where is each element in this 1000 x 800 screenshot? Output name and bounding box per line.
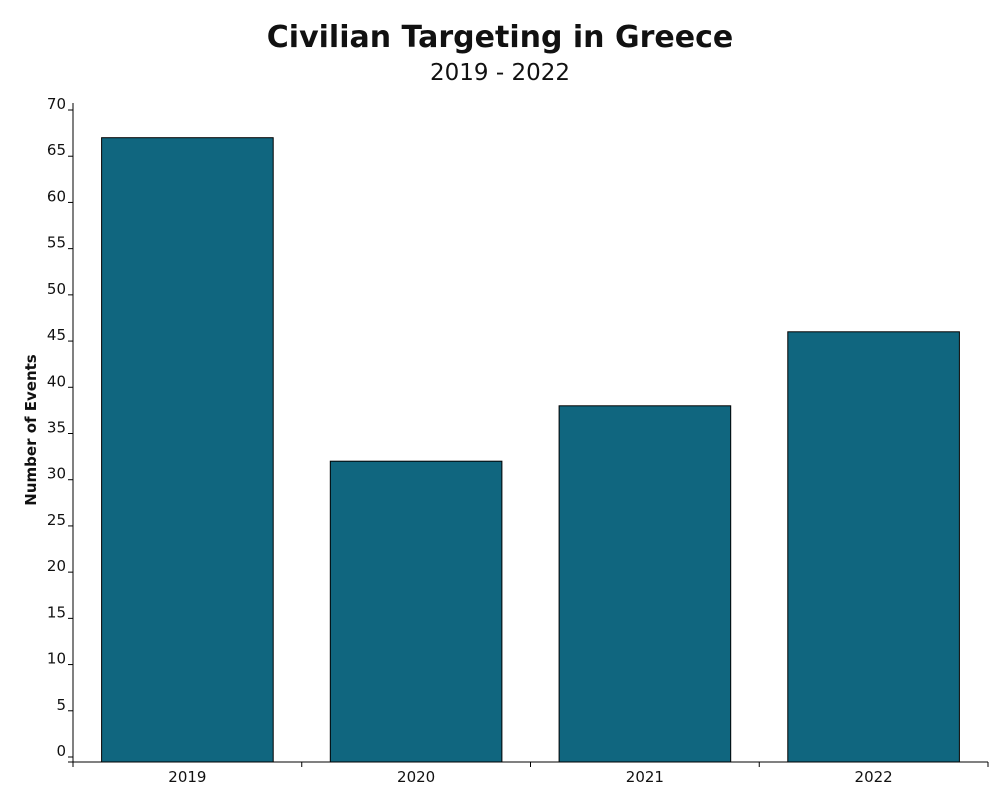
y-tick-label: 0	[56, 742, 66, 760]
bar-2022	[787, 331, 960, 763]
chart-title: Civilian Targeting in Greece	[266, 20, 734, 55]
bar-2019	[101, 137, 274, 763]
y-tick-label: 60	[47, 187, 66, 205]
y-tick-label: 45	[47, 326, 66, 344]
bar-2021	[558, 405, 732, 763]
y-tick-label: 20	[47, 557, 66, 575]
y-tick-label: 25	[47, 511, 66, 529]
y-tick-label: 30	[47, 465, 66, 483]
y-tick-label: 50	[47, 280, 66, 298]
x-tick-label: 2022	[855, 768, 893, 786]
x-axis: 2019 2020 2021 2022	[68, 761, 989, 786]
y-tick-label: 10	[47, 650, 66, 668]
y-axis-label: Number of Events	[22, 354, 40, 505]
y-axis: 0 5 10 15 20 25 30 35 40 45 50 55 60 65 70	[47, 95, 74, 762]
y-tick-label: 40	[47, 372, 66, 390]
bars-group	[101, 137, 960, 763]
y-tick-label: 35	[47, 419, 66, 437]
y-tick-label: 55	[47, 234, 66, 252]
y-tick-label: 15	[47, 603, 66, 621]
y-tick-label: 65	[47, 141, 66, 159]
bar-2020	[329, 460, 503, 763]
x-tick-label: 2020	[397, 768, 435, 786]
chart-subtitle: 2019 - 2022	[430, 60, 570, 86]
y-tick-label: 5	[56, 696, 66, 714]
x-tick-label: 2019	[168, 768, 206, 786]
y-tick-label: 70	[47, 95, 66, 113]
x-tick-label: 2021	[626, 768, 664, 786]
